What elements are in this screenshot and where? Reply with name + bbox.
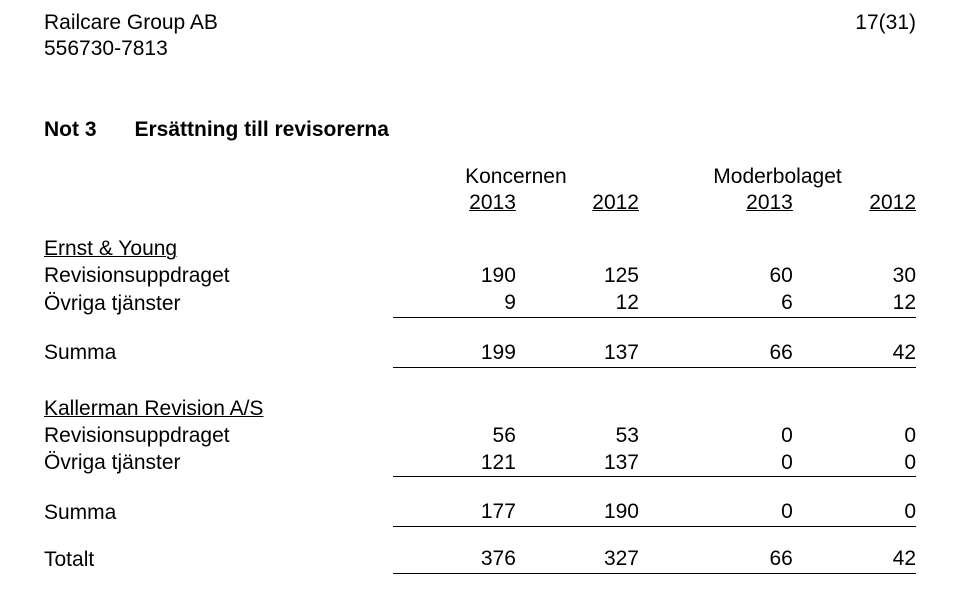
col-group-koncernen: Koncernen xyxy=(393,164,639,191)
note-label: Not 3 xyxy=(44,118,97,142)
total-value: 327 xyxy=(516,546,639,573)
total-label: Totalt xyxy=(44,546,393,573)
cell-value: 137 xyxy=(516,450,639,477)
sum-label: Summa xyxy=(44,499,393,526)
sum-value: 190 xyxy=(516,499,639,526)
section-heading: Not 3 Ersättning till revisorerna xyxy=(44,118,916,142)
cell-value: 0 xyxy=(639,450,793,477)
cell-value: 6 xyxy=(639,290,793,317)
cell-value: 0 xyxy=(639,423,793,450)
cell-value: 190 xyxy=(393,263,516,290)
cell-value: 30 xyxy=(793,263,916,290)
col-year-4: 2012 xyxy=(793,190,916,217)
col-year-3: 2013 xyxy=(639,190,793,217)
row-label: Revisionsuppdraget xyxy=(44,263,393,290)
sum-value: 137 xyxy=(516,340,639,367)
column-year-row: 2013 2012 2013 2012 xyxy=(44,190,916,217)
total-value: 42 xyxy=(793,546,916,573)
cell-value: 125 xyxy=(516,263,639,290)
group-name: Kallerman Revision A/S xyxy=(44,396,393,423)
table-row: Ernst & Young xyxy=(44,236,916,263)
company-block: Railcare Group AB 556730-7813 xyxy=(44,10,218,63)
table-row: Revisionsuppdraget 56 53 0 0 xyxy=(44,423,916,450)
sum-value: 199 xyxy=(393,340,516,367)
total-row: Totalt 376 327 66 42 xyxy=(44,546,916,573)
col-year-1: 2013 xyxy=(393,190,516,217)
total-value: 66 xyxy=(639,546,793,573)
table-row: Övriga tjänster 121 137 0 0 xyxy=(44,450,916,477)
org-number: 556730-7813 xyxy=(44,36,218,62)
cell-value: 0 xyxy=(793,450,916,477)
sum-row: Summa 199 137 66 42 xyxy=(44,340,916,367)
col-group-moderbolaget: Moderbolaget xyxy=(639,164,916,191)
sum-row: Summa 177 190 0 0 xyxy=(44,499,916,526)
group-name: Ernst & Young xyxy=(44,236,393,263)
page-header: Railcare Group AB 556730-7813 17(31) xyxy=(44,10,916,63)
blank-cell xyxy=(44,190,393,217)
cell-value: 9 xyxy=(393,290,516,317)
document-page: Railcare Group AB 556730-7813 17(31) Not… xyxy=(0,0,960,574)
sum-value: 0 xyxy=(639,499,793,526)
cell-value: 121 xyxy=(393,450,516,477)
sum-value: 66 xyxy=(639,340,793,367)
sum-value: 42 xyxy=(793,340,916,367)
blank-cell xyxy=(44,164,393,191)
cell-value: 60 xyxy=(639,263,793,290)
total-value: 376 xyxy=(393,546,516,573)
col-year-2: 2012 xyxy=(516,190,639,217)
cell-value: 53 xyxy=(516,423,639,450)
table-row: Kallerman Revision A/S xyxy=(44,396,916,423)
cell-value: 0 xyxy=(793,423,916,450)
company-name: Railcare Group AB xyxy=(44,10,218,36)
table-row: Övriga tjänster 9 12 6 12 xyxy=(44,290,916,317)
row-label: Övriga tjänster xyxy=(44,290,393,317)
page-indicator: 17(31) xyxy=(855,10,916,63)
sum-label: Summa xyxy=(44,340,393,367)
cell-value: 12 xyxy=(793,290,916,317)
row-label: Revisionsuppdraget xyxy=(44,423,393,450)
cell-value: 56 xyxy=(393,423,516,450)
column-group-header-row: Koncernen Moderbolaget xyxy=(44,164,916,191)
section-title-text: Ersättning till revisorerna xyxy=(135,118,389,142)
table-row: Revisionsuppdraget 190 125 60 30 xyxy=(44,263,916,290)
financial-table: Koncernen Moderbolaget 2013 2012 2013 20… xyxy=(44,164,916,575)
row-label: Övriga tjänster xyxy=(44,450,393,477)
sum-value: 177 xyxy=(393,499,516,526)
cell-value: 12 xyxy=(516,290,639,317)
sum-value: 0 xyxy=(793,499,916,526)
